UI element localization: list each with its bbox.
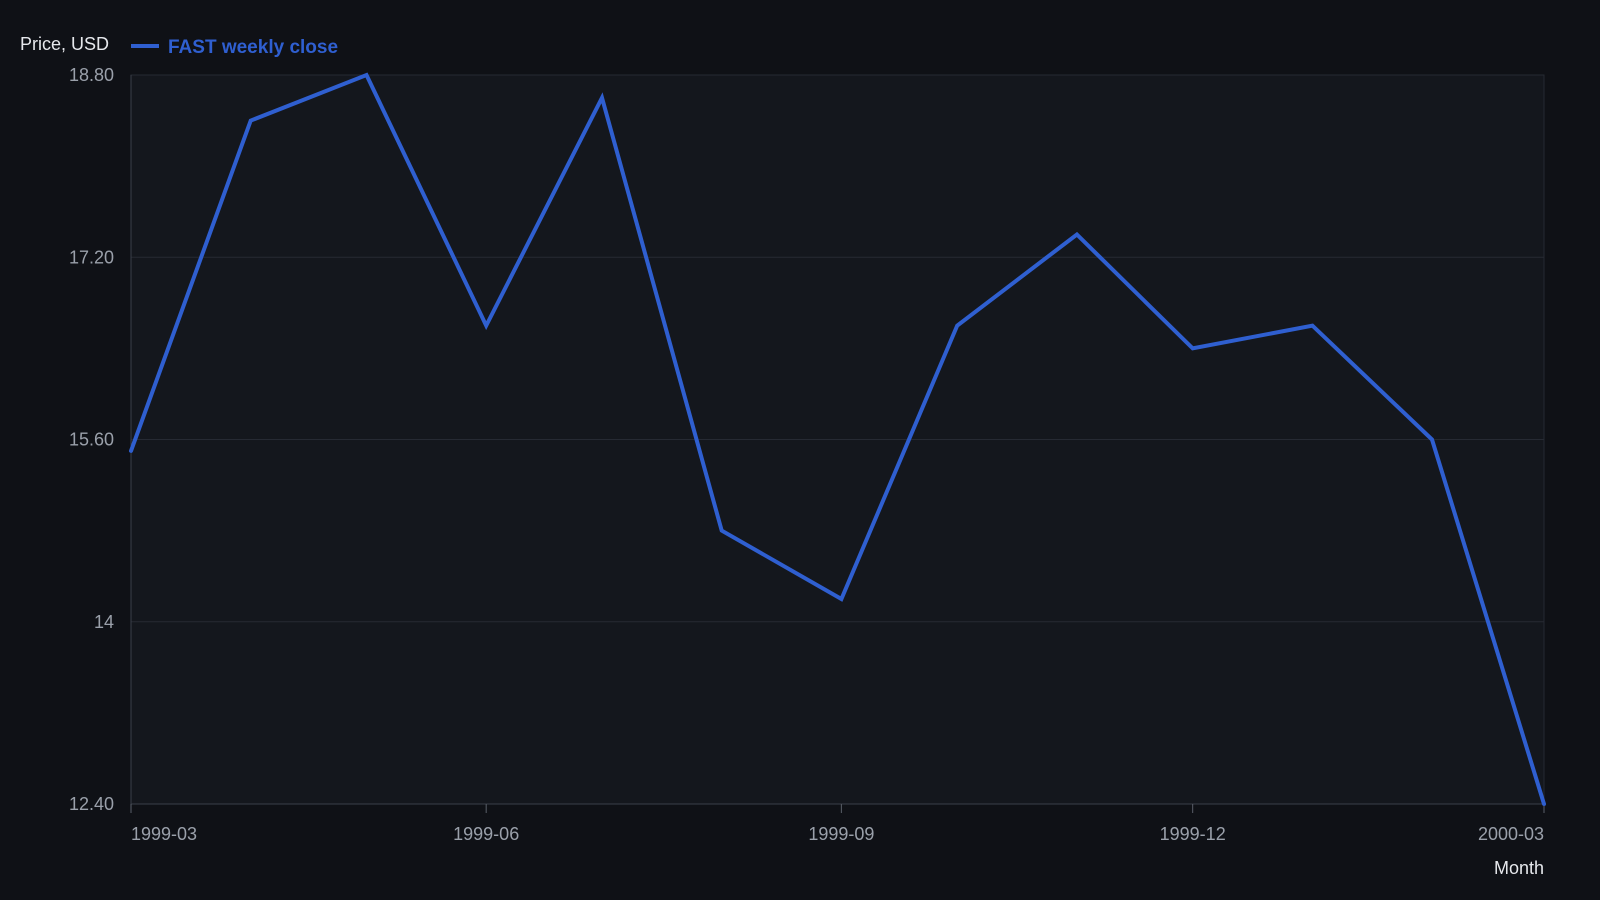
- x-tick-label: 1999-06: [453, 824, 519, 844]
- series-lines: [129, 72, 1546, 806]
- y-tick-label: 12.40: [69, 794, 114, 814]
- axes: [130, 75, 1545, 813]
- x-tick-label: 1999-03: [131, 824, 197, 844]
- x-tick-labels: 1999-03 1999-06 1999-09 1999-12 2000-03: [131, 824, 1544, 844]
- legend-label: FAST weekly close: [168, 37, 338, 58]
- y-tick-label: 18.80: [69, 65, 114, 85]
- y-tick-label: 15.60: [69, 430, 114, 450]
- x-tick-label: 2000-03: [1478, 824, 1544, 844]
- x-tick-label: 1999-12: [1160, 824, 1226, 844]
- y-tick-label: 17.20: [69, 247, 114, 267]
- y-tick-label: 14: [94, 612, 114, 632]
- legend: FAST weekly close: [131, 37, 338, 58]
- series-line: [129, 72, 1546, 806]
- x-tick-label: 1999-09: [808, 824, 874, 844]
- y-axis-title: Price, USD: [20, 34, 109, 54]
- y-tick-labels: 12.40 14 15.60 17.20 18.80: [69, 65, 114, 814]
- x-axis-title: Month: [1494, 858, 1544, 878]
